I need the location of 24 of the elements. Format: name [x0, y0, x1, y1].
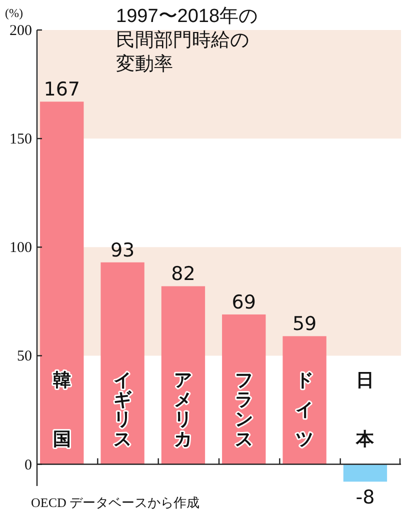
category-label: 韓国	[52, 370, 71, 450]
y-tick-label: 150	[10, 132, 32, 148]
bar	[282, 336, 326, 464]
y-tick-label: 50	[17, 348, 32, 365]
x-tick-label: イギリス	[114, 370, 133, 450]
y-tick-label: 0	[24, 457, 32, 474]
data-label: -8	[356, 486, 375, 509]
data-label: 69	[232, 291, 256, 314]
y-axis-title: (%)	[5, 6, 23, 20]
y-tick-label: 200	[10, 23, 32, 39]
bar	[343, 464, 388, 482]
bar	[40, 102, 84, 464]
data-label: 82	[171, 263, 196, 286]
x-tick-label: ドイツ	[296, 370, 314, 450]
x-tick-label: フランス	[234, 370, 253, 450]
text: OECD データベースから作成	[31, 495, 200, 510]
data-label: 93	[110, 239, 135, 262]
data-label: 167	[44, 78, 80, 101]
data-label: 59	[292, 313, 317, 336]
category-label: 日本	[356, 370, 374, 450]
chart-title: 1997〜2018年の民間部門時給の変動率	[116, 5, 259, 77]
y-tick-label: 100	[10, 240, 32, 256]
bar	[100, 262, 144, 464]
x-tick-label: アメリカ	[174, 370, 192, 450]
